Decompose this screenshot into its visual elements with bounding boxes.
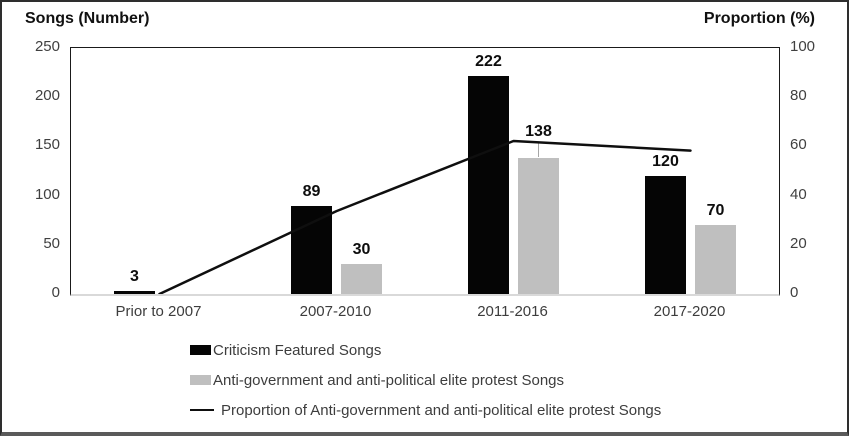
x-axis-label: 2011-2016 (477, 303, 548, 320)
bar-value-label: 222 (475, 52, 502, 70)
legend-swatch-black-bar (190, 345, 211, 355)
right-axis-tick: 100 (790, 38, 816, 55)
bar-value-label: 120 (652, 152, 679, 170)
legend-swatch-line (190, 408, 214, 412)
bar-value-label: 30 (352, 241, 371, 259)
label-leader-line (537, 143, 540, 158)
bar-value-label: 138 (525, 123, 552, 141)
left-axis-tick: 100 (34, 185, 60, 203)
left-axis-title: Songs (Number) (25, 10, 150, 27)
legend-swatch-gray-bar (190, 375, 211, 385)
right-axis-tick: 20 (790, 234, 807, 252)
right-axis-tick: 0 (790, 284, 799, 301)
bar-protest (518, 158, 559, 294)
bar-value-label: 70 (706, 202, 725, 220)
right-axis-tick: 40 (790, 185, 807, 203)
x-axis-label: Prior to 2007 (115, 303, 202, 320)
plot-area: 3 89 222 120 30 138 70 (70, 47, 780, 296)
right-axis-title: Proportion (%) (703, 10, 815, 27)
legend-label: Proportion of Anti-government and anti-p… (221, 401, 662, 419)
bar-criticism (645, 175, 686, 294)
legend-label: Anti-government and anti-political elite… (213, 371, 565, 389)
x-axis-label: 2007-2010 (299, 303, 372, 320)
bar-criticism (114, 291, 155, 294)
legend-item: Anti-government and anti-political elite… (190, 371, 661, 389)
bar-value-label: 89 (302, 183, 321, 201)
left-axis-tick: 250 (34, 38, 60, 55)
left-axis-tick: 150 (34, 136, 60, 154)
bar-criticism (468, 75, 509, 294)
bar-criticism (291, 206, 332, 294)
legend: Criticism Featured Songs Anti-government… (190, 341, 661, 431)
left-axis-tick: 50 (43, 234, 60, 252)
bar-value-label: 3 (130, 268, 139, 286)
legend-label: Criticism Featured Songs (213, 341, 382, 359)
legend-item: Criticism Featured Songs (190, 341, 661, 359)
bar-protest (341, 264, 382, 294)
legend-item: Proportion of Anti-government and anti-p… (190, 401, 661, 419)
x-axis-label: 2017-2020 (653, 303, 726, 320)
right-axis-tick: 60 (790, 136, 807, 154)
right-axis-tick: 80 (790, 87, 807, 105)
left-axis-tick: 0 (51, 284, 60, 301)
bar-protest (695, 225, 736, 294)
left-axis-tick: 200 (34, 87, 60, 105)
